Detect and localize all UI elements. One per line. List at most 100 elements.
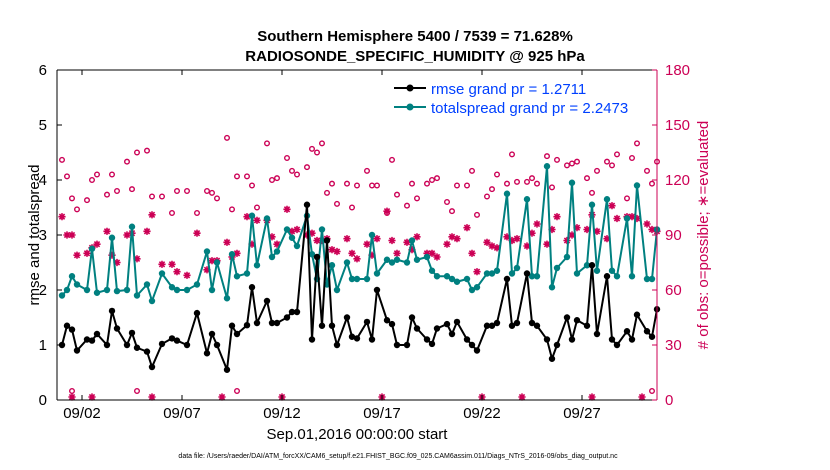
obs-evaluated-point — [58, 213, 66, 221]
obs-possible-point — [264, 140, 271, 147]
totalspread-point — [563, 253, 571, 261]
rmse-point — [423, 336, 431, 343]
obs-evaluated-point — [468, 249, 476, 257]
obs-possible-point — [253, 204, 260, 211]
obs-evaluated-point — [193, 229, 201, 237]
totalspread-point — [328, 262, 336, 269]
y-tick-label: 5 — [39, 117, 47, 134]
y-right-tick-label: 0 — [665, 392, 673, 409]
totalspread-point — [93, 289, 101, 296]
y-right-tick-label: 90 — [665, 227, 682, 244]
rmse-point — [513, 319, 521, 327]
totalspread-point — [588, 201, 596, 208]
obs-evaluated-point — [158, 260, 166, 268]
obs-evaluated-point — [353, 255, 361, 263]
totalspread-point — [123, 286, 131, 294]
obs-evaluated-point — [273, 240, 281, 248]
obs-possible-point — [364, 167, 371, 174]
obs-evaluated-bottom-point — [588, 393, 596, 401]
totalspread-point — [543, 163, 551, 170]
y-tick-label: 4 — [39, 172, 47, 189]
obs-evaluated-point — [93, 240, 101, 248]
rmse-point — [123, 341, 131, 349]
obs-evaluated-point — [293, 225, 301, 234]
obs-possible-point — [223, 134, 230, 141]
obs-evaluated-bottom-point — [148, 393, 156, 401]
totalspread-point — [388, 259, 396, 266]
totalspread-point — [423, 253, 431, 261]
rmse-point — [508, 322, 516, 329]
obs-possible-point — [389, 156, 396, 163]
rmse-point — [468, 341, 476, 349]
obs-possible-point — [193, 209, 200, 216]
rmse-point — [303, 201, 311, 208]
obs-possible-point — [424, 180, 431, 187]
rmse-point — [348, 333, 356, 340]
obs-evaluated-point — [503, 233, 511, 241]
y-right-tick-label: 120 — [665, 172, 690, 189]
obs-possible-point — [108, 171, 115, 178]
totalspread-point — [528, 273, 536, 280]
totalspread-point — [513, 264, 521, 272]
totalspread-point — [73, 281, 81, 288]
obs-evaluated-point — [113, 258, 121, 267]
obs-possible-point — [349, 204, 356, 211]
rmse-point — [288, 308, 296, 316]
obs-evaluated-point — [523, 242, 531, 250]
obs-possible-point — [484, 193, 491, 200]
x-tick-label: 09/02 — [63, 405, 101, 422]
totalspread-point — [348, 275, 356, 283]
rmse-point — [563, 314, 571, 321]
obs-possible-point — [354, 182, 361, 189]
obs-possible-point — [113, 187, 120, 194]
obs-evaluated-point — [383, 207, 391, 215]
rmse-point — [68, 326, 76, 333]
obs-possible-point — [73, 206, 80, 213]
obs-evaluated-bottom-point — [638, 393, 646, 401]
rmse-point — [533, 322, 541, 329]
x-axis-label: Sep.01,2016 00:00:00 start — [267, 426, 449, 443]
chart-title: Southern Hemisphere 5400 / 7539 = 71.628… — [257, 28, 573, 45]
obs-possible-point — [88, 176, 95, 183]
obs-possible-bottom-point — [133, 388, 140, 395]
totalspread-point — [508, 270, 516, 277]
obs-possible-point — [409, 180, 416, 187]
totalspread-point — [63, 286, 71, 294]
obs-possible-point — [248, 182, 255, 189]
legend: rmse grand pr = 1.2711 totalspread grand… — [394, 81, 628, 117]
rmse-point — [463, 336, 471, 343]
rmse-point — [503, 275, 511, 283]
totalspread-point — [548, 284, 556, 291]
obs-possible-point — [309, 145, 316, 152]
y-right-tick-label: 180 — [665, 62, 690, 79]
rmse-point — [108, 307, 116, 315]
rmse-point — [568, 336, 576, 343]
legend-totalspread-label: totalspread grand pr = 2.2473 — [431, 100, 628, 117]
obs-possible-point — [574, 158, 581, 165]
obs-evaluated-point — [308, 229, 316, 237]
rmse-point — [593, 330, 601, 338]
obs-possible-point — [449, 208, 456, 215]
totalspread-point — [353, 275, 361, 283]
rmse-point — [613, 341, 621, 349]
totalspread-point — [248, 212, 256, 219]
obs-evaluated-point — [168, 260, 176, 268]
rmse-point — [233, 330, 241, 338]
obs-possible-point — [143, 147, 150, 154]
rmse-point — [408, 314, 416, 321]
obs-possible-point — [629, 154, 636, 161]
y-right-tick-label: 60 — [665, 282, 682, 299]
legend-totalspread-marker — [406, 103, 414, 111]
totalspread-point — [213, 259, 221, 266]
obs-possible-point — [274, 175, 281, 182]
totalspread-point — [628, 273, 636, 280]
obs-evaluated-point — [553, 213, 561, 221]
totalspread-point — [488, 270, 496, 277]
y-tick-label: 2 — [39, 282, 47, 299]
obs-evaluated-point — [488, 242, 496, 250]
obs-possible-point — [394, 191, 401, 198]
totalspread-point — [58, 292, 66, 299]
x-tick-label: 09/27 — [563, 405, 601, 422]
obs-possible-point — [63, 173, 70, 180]
totalspread-point — [203, 248, 211, 255]
